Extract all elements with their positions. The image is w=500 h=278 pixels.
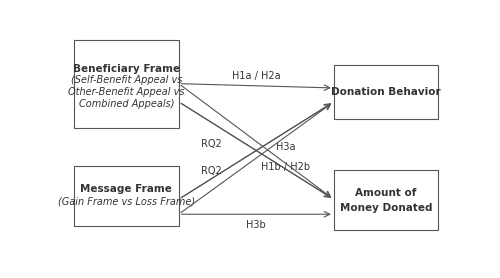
Text: Message Frame: Message Frame xyxy=(80,183,172,193)
Text: (Gain Frame vs Loss Frame): (Gain Frame vs Loss Frame) xyxy=(58,196,195,206)
Text: (Self-Benefit Appeal vs: (Self-Benefit Appeal vs xyxy=(71,75,182,85)
Text: RQ2: RQ2 xyxy=(202,139,222,149)
FancyBboxPatch shape xyxy=(74,166,179,226)
Text: Amount of: Amount of xyxy=(356,188,417,198)
Text: H1b / H2b: H1b / H2b xyxy=(261,162,310,172)
FancyBboxPatch shape xyxy=(74,40,179,128)
FancyBboxPatch shape xyxy=(334,170,438,230)
FancyBboxPatch shape xyxy=(334,65,438,119)
Text: H3a: H3a xyxy=(276,142,295,152)
Text: H3b: H3b xyxy=(246,220,266,230)
Text: Donation Behavior: Donation Behavior xyxy=(331,87,441,97)
Text: Beneficiary Frame: Beneficiary Frame xyxy=(73,64,180,74)
Text: Money Donated: Money Donated xyxy=(340,203,432,213)
Text: Combined Appeals): Combined Appeals) xyxy=(78,99,174,109)
Text: Other-Benefit Appeal vs: Other-Benefit Appeal vs xyxy=(68,87,184,97)
Text: H1a / H2a: H1a / H2a xyxy=(232,71,280,81)
Text: RQ2: RQ2 xyxy=(202,167,222,177)
